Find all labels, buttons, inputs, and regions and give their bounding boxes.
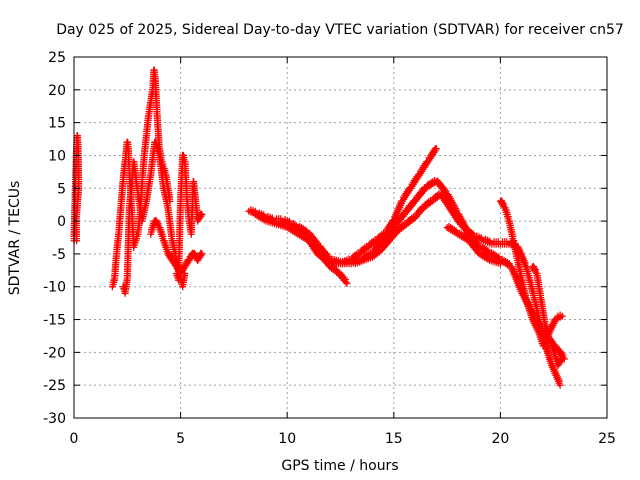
grid-lines (74, 57, 607, 418)
y-tick-label: -20 (43, 345, 66, 361)
data-point (197, 210, 205, 218)
y-tick-label: 25 (48, 50, 66, 66)
data-point (313, 238, 321, 246)
data-point (343, 279, 351, 287)
data-point (198, 211, 206, 219)
data-point (340, 274, 348, 282)
x-tick-label: 5 (176, 431, 185, 447)
y-tick-label: 20 (48, 83, 66, 99)
plot-frame (73, 56, 608, 419)
y-tick-label: -10 (43, 280, 66, 296)
x-axis-label: GPS time / hours (281, 458, 398, 474)
data-point (531, 264, 539, 272)
data-point (558, 312, 566, 320)
data-point (159, 232, 167, 240)
data-point (341, 276, 349, 284)
x-tick-label: 25 (598, 431, 616, 447)
data-point (440, 185, 448, 193)
x-tick-label: 10 (278, 431, 296, 447)
data-point (323, 251, 331, 259)
data-point (521, 259, 529, 267)
y-tick-label: -25 (43, 378, 66, 394)
chart-title: Day 025 of 2025, Sidereal Day-to-day VTE… (56, 22, 624, 38)
data-point (528, 311, 536, 319)
data-point (557, 354, 565, 362)
y-tick-label: 0 (57, 214, 66, 230)
data-point (453, 213, 461, 221)
data-point (442, 187, 450, 195)
data-point (545, 331, 553, 339)
data-point (180, 154, 188, 162)
y-tick-label: 15 (48, 116, 66, 132)
data-point (469, 230, 477, 238)
x-tick-label: 15 (385, 431, 403, 447)
data-point (166, 251, 174, 259)
data-point (170, 257, 178, 265)
data-point (504, 213, 512, 221)
data-point (444, 200, 452, 208)
y-tick-label: -15 (43, 313, 66, 329)
data-point (197, 249, 205, 257)
data-point (155, 147, 163, 155)
y-tick-label: -30 (43, 411, 66, 427)
x-tick-label: 0 (70, 431, 79, 447)
data-point (532, 266, 540, 274)
data-point (499, 198, 507, 206)
x-tick-label: 20 (491, 431, 509, 447)
data-point (459, 221, 467, 229)
data-point (534, 325, 542, 332)
data-point (558, 355, 566, 363)
data-point (163, 245, 171, 253)
data-point (154, 220, 162, 228)
data-point (555, 377, 563, 385)
data-point (496, 260, 504, 268)
axis-ticks: -30 -25 -20 -15 -10 -5 0 5 10 15 20 25 0 5 10 15 20 25 (43, 50, 616, 447)
data-point (153, 218, 161, 226)
y-axis-label: SDTVAR / TECUs (7, 181, 23, 296)
data-point (556, 381, 564, 389)
y-tick-label: 5 (57, 181, 66, 197)
data-point (198, 250, 206, 258)
data-point (472, 244, 480, 252)
data-point (500, 200, 508, 208)
data-point (549, 344, 557, 352)
y-tick-label: 10 (48, 148, 66, 164)
y-tick-label: -5 (52, 247, 66, 263)
data-points (70, 66, 568, 389)
data-point (432, 145, 440, 153)
